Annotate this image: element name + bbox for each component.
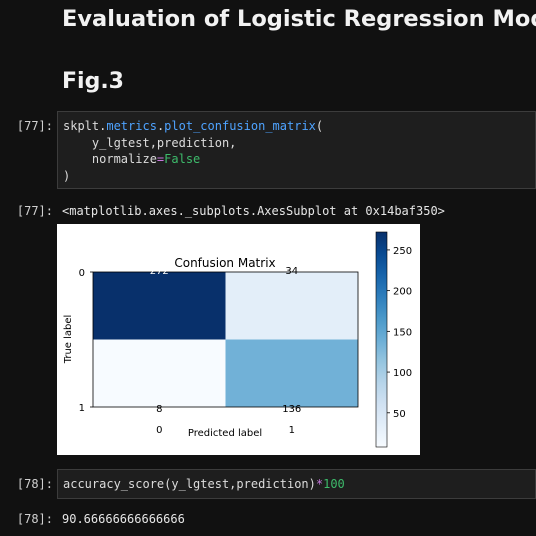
code-token: = [156,152,165,166]
code-token: accuracy_score(y_lgtest,prediction) [63,477,316,491]
colorbar-tick-label: 50 [393,409,406,420]
y-tick-label: 0 [79,268,85,279]
cell-value-label: 272 [150,266,169,277]
matrix-cell [93,272,226,340]
cell-value-label: 8 [156,404,162,415]
y-axis-label: True label [63,315,74,365]
colorbar-tick-label: 100 [393,368,412,379]
x-tick-label: 0 [156,425,162,436]
code-token: y_lgtest,prediction, [63,135,237,150]
input-prompt: [77]: [16,119,53,133]
colorbar-tick-label: 250 [393,246,412,257]
code-token: skplt. [63,119,107,133]
code-token: plot_confusion_matrix [164,119,316,133]
output-prompt: [77]: [16,204,53,218]
cell-value-label: 34 [285,266,298,277]
code-token: False [164,152,201,166]
cell-output-text: <matplotlib.axes._subplots.AxesSubplot a… [62,204,445,218]
code-cell[interactable]: skplt.metrics.plot_confusion_matrix( y_l… [57,111,536,189]
code-token: ( [315,119,324,133]
matrix-cell [225,272,358,340]
cell-value-label: 136 [282,404,301,415]
code-cell[interactable]: accuracy_score(y_lgtest,prediction)*100 [57,469,536,499]
chart-title: Confusion Matrix [174,256,275,270]
confusion-matrix-svg: Confusion Matrix True label Predicted la… [63,231,412,448]
plot-frame [92,271,359,408]
code-token: metrics [106,119,157,133]
output-prompt: [78]: [16,512,53,526]
input-prompt: [78]: [16,477,53,491]
code-token: * [315,477,324,491]
cell-output-text: 90.66666666666666 [62,512,185,526]
matrix-cell [225,339,358,407]
y-tick-label: 1 [79,403,85,414]
code-token: normalize [63,152,157,166]
code-token: 100 [323,477,345,491]
colorbar [375,231,388,448]
colorbar-tick-label: 150 [393,327,412,338]
confusion-matrix-plot: Confusion Matrix True label Predicted la… [57,224,420,455]
section-heading: Evaluation of Logistic Regression Model [62,6,536,32]
code-token: ) [63,168,71,183]
figure-heading: Fig.3 [62,69,124,94]
matrix-cell [93,339,226,407]
x-axis-label: Predicted label [188,428,262,439]
x-tick-label: 1 [289,425,295,436]
colorbar-tick-label: 200 [393,287,412,298]
code-token: . [156,119,165,133]
